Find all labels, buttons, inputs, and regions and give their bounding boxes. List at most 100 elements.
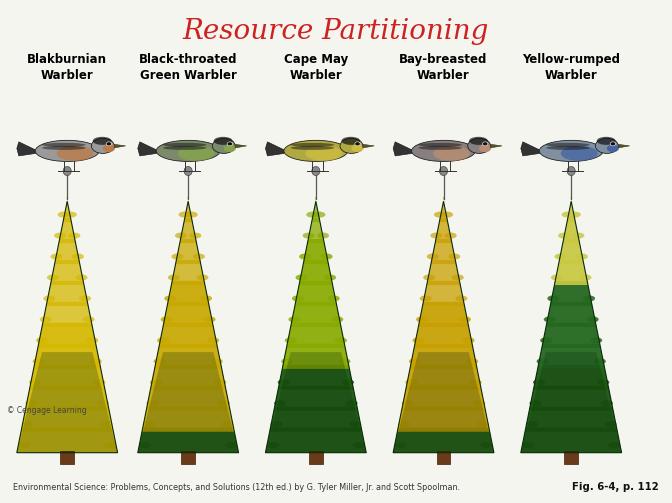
Ellipse shape — [583, 295, 595, 301]
Polygon shape — [235, 144, 247, 148]
Ellipse shape — [573, 232, 585, 238]
Polygon shape — [265, 428, 366, 453]
Text: Bay-breasted
Warbler: Bay-breasted Warbler — [399, 53, 488, 82]
Polygon shape — [393, 352, 494, 453]
Polygon shape — [17, 352, 118, 453]
Ellipse shape — [353, 442, 365, 448]
Ellipse shape — [413, 338, 425, 344]
Ellipse shape — [427, 254, 439, 260]
Ellipse shape — [163, 143, 207, 147]
Polygon shape — [151, 365, 226, 390]
Polygon shape — [278, 365, 353, 390]
Polygon shape — [538, 344, 605, 369]
Ellipse shape — [597, 137, 616, 145]
Ellipse shape — [331, 316, 343, 322]
Ellipse shape — [97, 400, 109, 406]
Ellipse shape — [539, 140, 603, 161]
Polygon shape — [265, 142, 284, 156]
Ellipse shape — [185, 212, 198, 218]
Polygon shape — [406, 365, 481, 390]
Ellipse shape — [551, 275, 563, 281]
Ellipse shape — [595, 138, 618, 153]
Ellipse shape — [547, 295, 559, 301]
Ellipse shape — [79, 295, 91, 301]
Ellipse shape — [418, 146, 462, 150]
Polygon shape — [307, 218, 324, 243]
Polygon shape — [146, 386, 230, 411]
Ellipse shape — [394, 442, 407, 448]
Ellipse shape — [351, 145, 364, 152]
Circle shape — [482, 142, 488, 146]
Ellipse shape — [560, 146, 598, 161]
Ellipse shape — [290, 143, 334, 147]
Ellipse shape — [462, 338, 474, 344]
Ellipse shape — [312, 166, 320, 176]
Polygon shape — [618, 144, 630, 148]
Ellipse shape — [601, 400, 613, 406]
Polygon shape — [393, 142, 412, 156]
Ellipse shape — [221, 421, 233, 427]
Ellipse shape — [290, 146, 334, 150]
Ellipse shape — [433, 146, 470, 161]
Ellipse shape — [32, 358, 44, 364]
Polygon shape — [534, 365, 609, 390]
Circle shape — [610, 142, 616, 146]
Ellipse shape — [18, 442, 30, 448]
Polygon shape — [46, 281, 88, 306]
Polygon shape — [269, 406, 362, 432]
Polygon shape — [286, 323, 345, 348]
Polygon shape — [439, 197, 448, 222]
Circle shape — [106, 142, 112, 146]
Polygon shape — [521, 142, 540, 156]
Ellipse shape — [58, 212, 70, 218]
Bar — [181, 451, 195, 464]
Ellipse shape — [338, 358, 351, 364]
Polygon shape — [159, 323, 218, 348]
Polygon shape — [54, 239, 80, 264]
Polygon shape — [414, 323, 473, 348]
Ellipse shape — [214, 137, 233, 145]
Circle shape — [227, 142, 233, 146]
Ellipse shape — [179, 212, 191, 218]
Ellipse shape — [576, 254, 588, 260]
Ellipse shape — [418, 143, 462, 147]
Ellipse shape — [321, 254, 333, 260]
Polygon shape — [410, 344, 477, 369]
Ellipse shape — [530, 400, 542, 406]
Ellipse shape — [579, 275, 591, 281]
Ellipse shape — [608, 442, 620, 448]
Polygon shape — [312, 197, 320, 222]
Polygon shape — [563, 218, 579, 243]
Ellipse shape — [278, 379, 290, 385]
Ellipse shape — [470, 379, 482, 385]
Ellipse shape — [317, 232, 329, 238]
Bar — [60, 451, 74, 464]
Polygon shape — [295, 281, 337, 306]
Polygon shape — [546, 302, 597, 327]
Polygon shape — [299, 260, 333, 285]
Ellipse shape — [416, 316, 428, 322]
Polygon shape — [521, 352, 622, 453]
Polygon shape — [30, 365, 105, 390]
Ellipse shape — [193, 254, 205, 260]
Ellipse shape — [26, 400, 38, 406]
Polygon shape — [142, 406, 235, 432]
Bar — [309, 451, 323, 464]
Polygon shape — [431, 239, 456, 264]
Polygon shape — [397, 406, 490, 432]
Ellipse shape — [156, 140, 220, 161]
Text: Black-throated
Green Warbler: Black-throated Green Warbler — [139, 53, 237, 82]
Ellipse shape — [90, 358, 102, 364]
Polygon shape — [290, 302, 341, 327]
Ellipse shape — [409, 358, 421, 364]
Ellipse shape — [546, 146, 590, 150]
Ellipse shape — [63, 166, 71, 176]
Ellipse shape — [212, 138, 235, 153]
Ellipse shape — [218, 400, 230, 406]
Polygon shape — [303, 239, 329, 264]
Ellipse shape — [607, 145, 619, 152]
Polygon shape — [114, 144, 126, 148]
Ellipse shape — [29, 379, 41, 385]
Ellipse shape — [157, 338, 169, 344]
Polygon shape — [42, 302, 93, 327]
